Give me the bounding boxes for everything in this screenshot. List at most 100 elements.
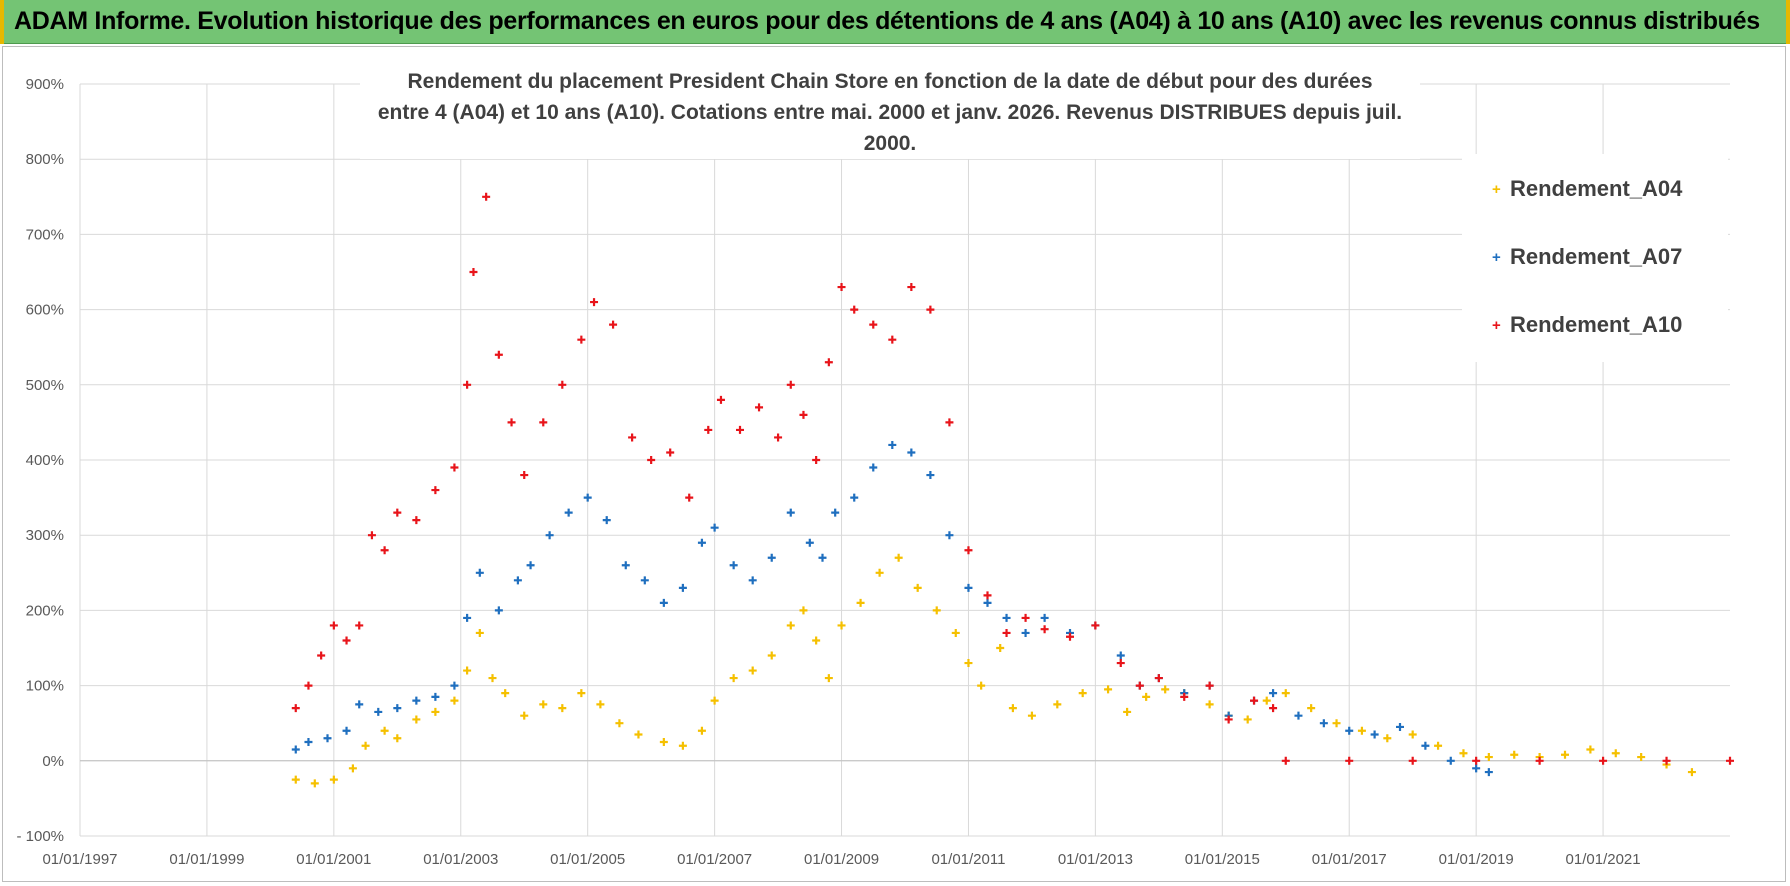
data-point	[1319, 719, 1328, 728]
data-point	[1066, 632, 1074, 641]
data-point	[431, 486, 440, 495]
data-point	[304, 681, 313, 690]
data-point	[685, 493, 694, 502]
data-point	[799, 606, 808, 615]
data-point	[393, 734, 402, 743]
data-point	[856, 598, 865, 607]
legend-label-a10: Rendement_A10	[1510, 312, 1683, 337]
data-point	[520, 471, 529, 480]
data-point	[348, 764, 357, 773]
data-point	[704, 425, 713, 434]
data-point	[577, 335, 586, 344]
data-point	[291, 775, 300, 784]
data-point	[1116, 651, 1125, 660]
data-point	[596, 700, 605, 709]
data-point	[602, 516, 611, 525]
data-point	[964, 659, 973, 668]
data-point	[1091, 621, 1100, 630]
data-point	[850, 305, 859, 314]
y-tick-label: 400%	[26, 452, 64, 469]
data-point	[926, 305, 935, 314]
y-tick-label: 100%	[26, 678, 64, 695]
data-point	[367, 531, 376, 540]
x-tick-label: 01/01/2013	[1058, 851, 1133, 868]
data-point	[697, 538, 706, 547]
data-point	[463, 666, 472, 675]
data-point	[774, 433, 783, 442]
data-point	[1250, 696, 1259, 705]
data-point	[520, 711, 529, 720]
data-point	[697, 726, 706, 735]
series-Rendement_A07	[291, 440, 1493, 777]
data-point	[431, 692, 440, 701]
data-point	[1205, 700, 1214, 709]
data-point	[1345, 756, 1354, 765]
chart-frame	[2, 46, 1786, 882]
x-tick-label: 01/01/2007	[677, 851, 752, 868]
data-point	[564, 508, 573, 517]
series-Rendement_A10	[291, 192, 1734, 765]
data-point	[913, 583, 922, 592]
data-point	[1142, 692, 1151, 701]
data-point	[1021, 628, 1030, 637]
data-point	[475, 568, 484, 577]
data-point	[621, 561, 630, 570]
data-point	[755, 403, 764, 412]
data-point	[1370, 730, 1379, 739]
data-point	[475, 628, 484, 637]
data-point	[577, 689, 586, 698]
data-point	[412, 516, 421, 525]
series-Rendement_A04	[291, 553, 1696, 788]
y-tick-label: 900%	[26, 76, 64, 93]
data-point	[494, 606, 503, 615]
data-point	[647, 456, 656, 464]
data-point	[1484, 768, 1493, 777]
data-point	[983, 598, 992, 607]
data-point	[786, 380, 795, 389]
data-point	[488, 674, 497, 683]
data-point	[291, 704, 300, 713]
data-point	[380, 546, 389, 555]
data-point	[450, 463, 459, 472]
data-point	[1021, 613, 1030, 622]
data-point	[539, 700, 548, 709]
data-point	[945, 531, 954, 540]
legend-item-a10: + Rendement_A10	[1492, 312, 1683, 338]
data-point	[799, 410, 808, 419]
data-point	[431, 707, 440, 716]
data-point	[355, 700, 364, 709]
chart-title-line1: Rendement du placement President Chain S…	[407, 70, 1373, 93]
y-tick-label: 500%	[26, 377, 64, 394]
data-point	[996, 644, 1005, 652]
data-point	[1396, 722, 1404, 731]
data-point	[1345, 726, 1354, 735]
data-point	[748, 576, 757, 585]
data-point	[1281, 756, 1290, 765]
data-point	[1180, 692, 1189, 701]
data-point	[1472, 764, 1481, 773]
data-point	[1269, 689, 1278, 698]
data-point	[615, 719, 624, 728]
data-point	[850, 493, 859, 502]
data-point	[1161, 685, 1170, 694]
data-point	[355, 621, 364, 630]
data-point	[463, 380, 472, 389]
data-point	[494, 350, 503, 359]
data-point	[926, 471, 935, 480]
page-title: ADAM Informe. Evolution historique des p…	[14, 7, 1760, 35]
data-point	[291, 745, 300, 754]
x-tick-label: 01/01/1997	[42, 851, 117, 868]
y-tick-label: - 100%	[16, 828, 64, 845]
data-point	[1421, 741, 1430, 750]
data-point	[393, 508, 402, 517]
data-point	[964, 583, 973, 592]
data-point	[1053, 700, 1062, 709]
x-tick-label: 01/01/2009	[804, 851, 879, 868]
data-point	[507, 418, 516, 427]
data-point	[748, 666, 757, 675]
data-point	[1510, 750, 1519, 759]
y-tick-label: 800%	[26, 151, 64, 168]
y-tick-label: 300%	[26, 527, 64, 544]
chart-title: Rendement du placement President Chain S…	[360, 66, 1420, 159]
data-point	[767, 553, 776, 562]
